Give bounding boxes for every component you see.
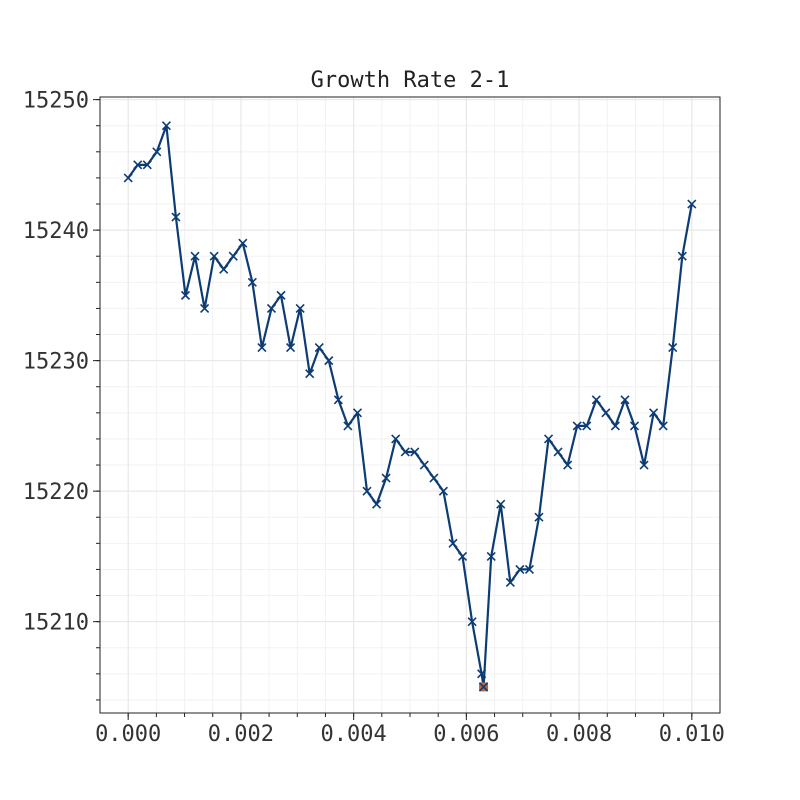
data-point	[668, 343, 678, 353]
grid-lines	[100, 97, 720, 713]
data-point	[563, 460, 573, 470]
data-point	[209, 251, 219, 261]
data-point	[649, 408, 659, 418]
y-tick-label: 15240	[23, 219, 89, 244]
data-point	[333, 395, 343, 405]
data-point	[161, 121, 171, 131]
data-point	[457, 551, 468, 561]
x-tick-label: 0.010	[659, 722, 725, 747]
plot-frame	[99, 96, 721, 714]
data-point	[142, 160, 152, 170]
data-point	[362, 486, 372, 496]
x-tick-label: 0.006	[433, 722, 499, 747]
data-point	[400, 447, 410, 457]
data-point	[266, 303, 277, 313]
data-point	[543, 434, 554, 444]
data-point	[610, 421, 620, 431]
x-tick-label: 0.000	[95, 722, 161, 747]
data-point	[553, 447, 563, 457]
data-point	[534, 512, 544, 522]
data-point	[305, 369, 315, 379]
data-point	[629, 421, 640, 431]
data-point	[171, 212, 181, 222]
data-point	[123, 173, 133, 183]
data-point	[391, 434, 401, 444]
data-point	[438, 486, 448, 496]
x-tick-label: 0.008	[546, 722, 612, 747]
data-point	[410, 447, 420, 457]
data-point	[572, 421, 582, 431]
data-point	[180, 290, 191, 300]
data-point	[381, 473, 391, 483]
data-point	[285, 343, 296, 353]
data-point	[448, 538, 458, 548]
data-point	[352, 408, 363, 418]
data-point	[133, 160, 143, 170]
data-point	[582, 421, 592, 431]
data-point	[591, 395, 601, 405]
axis-ticks: 0.000 0.002 0.004 0.006 0.008 0.010 15210 15220…	[23, 89, 725, 747]
data-point	[295, 303, 305, 313]
data-point	[601, 408, 611, 418]
data-point	[200, 303, 210, 313]
y-tick-label: 15210	[23, 611, 89, 636]
data-point	[515, 564, 525, 575]
x-tick-label: 0.004	[321, 722, 387, 747]
data-point	[372, 499, 382, 509]
data-point	[467, 617, 477, 627]
data-point	[190, 251, 200, 261]
data-point	[429, 473, 439, 483]
data-point	[228, 251, 238, 261]
data-point	[496, 499, 506, 509]
data-point	[486, 551, 496, 561]
y-tick-label: 15250	[23, 89, 89, 114]
data-point	[314, 343, 324, 353]
data-point	[677, 251, 687, 261]
data-point	[658, 421, 668, 431]
data-point	[620, 395, 630, 405]
data-point	[152, 147, 162, 157]
data-point	[343, 421, 353, 431]
chart-title: Growth Rate 2-1	[311, 68, 510, 93]
data-point	[524, 564, 535, 575]
y-tick-label: 15220	[23, 480, 89, 505]
y-tick-label: 15230	[23, 350, 89, 375]
data-point	[419, 460, 429, 470]
data-point	[505, 577, 515, 588]
data-point	[257, 343, 267, 353]
x-tick-label: 0.002	[208, 722, 274, 747]
data-point	[687, 199, 697, 209]
data-point	[639, 460, 649, 470]
data-point	[477, 669, 487, 679]
data-point	[247, 277, 257, 287]
data-point	[276, 290, 286, 300]
data-point	[238, 238, 248, 248]
data-point	[478, 682, 489, 692]
data-series	[123, 121, 697, 692]
data-point	[219, 264, 229, 274]
data-point	[324, 356, 334, 366]
